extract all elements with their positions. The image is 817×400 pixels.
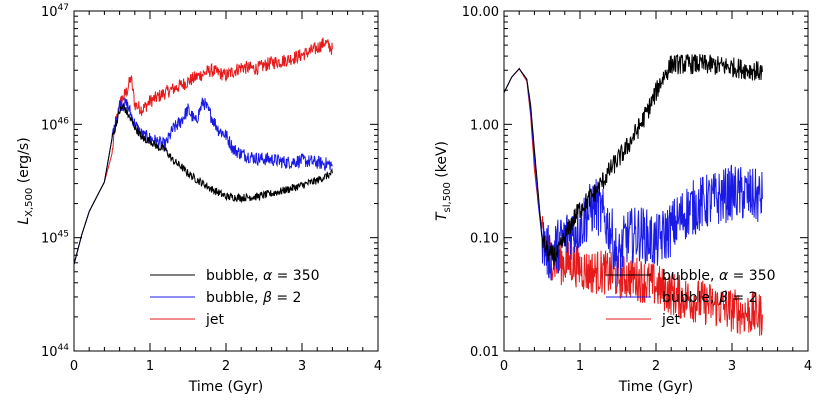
series-line-jet	[73, 37, 333, 265]
legend-label-bubble_alpha: bubble, α = 350	[662, 268, 776, 284]
x-tick-label: 2	[652, 359, 660, 374]
x-tick-label: 4	[804, 359, 812, 374]
x-axis-label: Time (Gyr)	[618, 379, 694, 395]
y-axis-subscript: X,500	[24, 188, 35, 217]
y-axis-subscript: sl,500	[442, 182, 453, 212]
y-axis-symbol: L	[16, 217, 32, 225]
series-line-bubble_alpha	[503, 53, 763, 266]
legend-label-bubble_beta: bubble, β = 2	[662, 290, 757, 306]
y-axis-symbol: T	[434, 211, 450, 221]
y-tick-label: 0.01	[470, 345, 499, 360]
y-tick-label: 1047	[41, 3, 69, 20]
legend-label-jet: jet	[661, 312, 681, 328]
x-axis-label: Time (Gyr)	[188, 379, 264, 395]
series-line-bubble_beta	[503, 67, 763, 288]
series-layer	[73, 37, 333, 265]
x-tick-label: 3	[728, 359, 736, 374]
ticks-layer: 0 1 2 3 4 0.01 0.10 1.00 10.00	[462, 5, 812, 374]
series-line-bubble_alpha	[73, 102, 333, 265]
y-axis-label: Tsl,500 (keV)	[434, 141, 453, 221]
x-tick-label: 0	[70, 359, 78, 374]
series-layer	[503, 53, 763, 336]
luminosity-panel: 0 1 2 3 4 1044 1045 1046 1047 Time (Gyr) LX,500 …	[16, 3, 382, 395]
y-axis-label: LX,500 (erg/s)	[16, 137, 35, 224]
y-tick-label: 1045	[41, 230, 69, 247]
x-tick-label: 1	[576, 359, 584, 374]
y-tick-label: 1046	[41, 116, 69, 133]
x-tick-label: 0	[500, 359, 508, 374]
y-axis-unit: (keV)	[434, 141, 450, 182]
x-tick-label: 2	[222, 359, 230, 374]
y-tick-label: 1.00	[470, 118, 499, 133]
legend: bubble, α = 350 bubble, β = 2 jet	[150, 268, 320, 328]
legend-label-jet: jet	[205, 312, 225, 328]
legend: bubble, α = 350 bubble, β = 2 jet	[606, 268, 776, 328]
y-tick-label: 10.00	[462, 5, 499, 20]
legend-label-bubble_alpha: bubble, α = 350	[206, 268, 320, 284]
temperature-panel: 0 1 2 3 4 0.01 0.10 1.00 10.00 Time (Gyr) Tsl,50…	[434, 5, 812, 395]
x-tick-label: 1	[146, 359, 154, 374]
ticks-layer: 0 1 2 3 4 1044 1045 1046 1047	[41, 3, 382, 374]
y-tick-label: 0.10	[470, 232, 499, 247]
legend-label-bubble_beta: bubble, β = 2	[206, 290, 301, 306]
x-tick-label: 4	[374, 359, 382, 374]
y-tick-label: 1044	[41, 343, 69, 360]
x-tick-label: 3	[298, 359, 306, 374]
y-axis-unit: (erg/s)	[16, 137, 32, 187]
